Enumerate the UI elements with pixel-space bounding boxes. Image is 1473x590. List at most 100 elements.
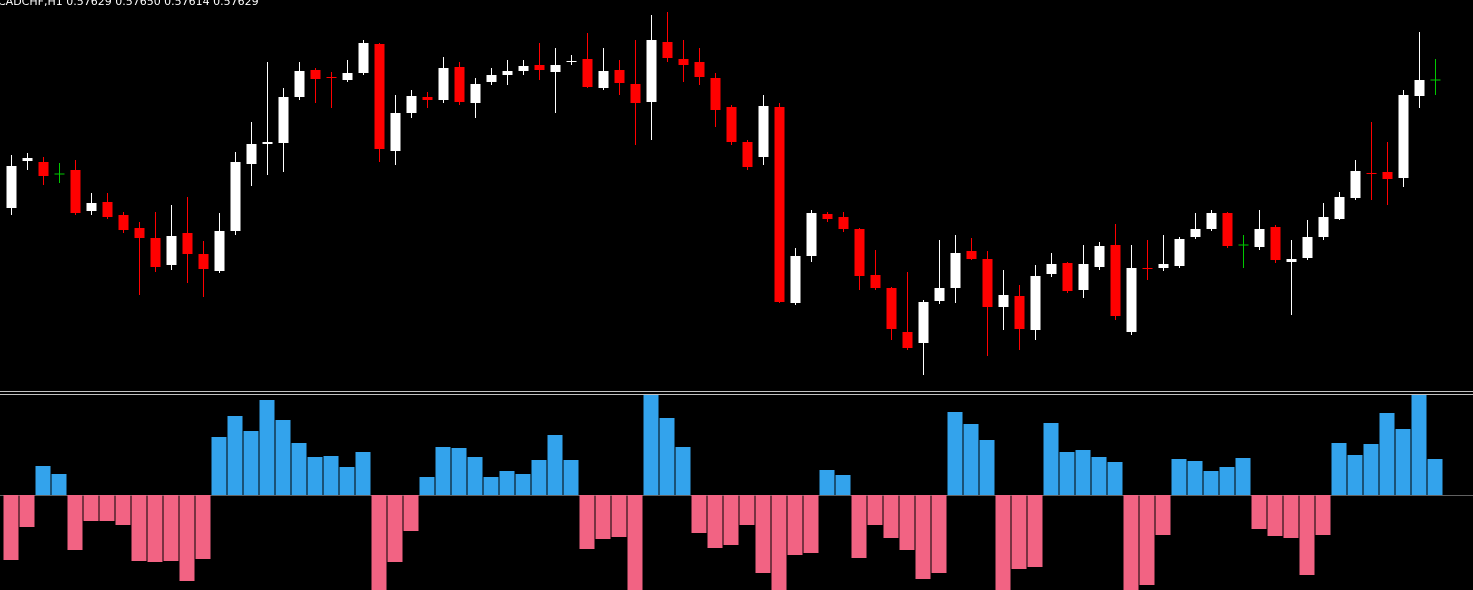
chart-title: CADCHF,H1 0.57629 0.57650 0.57614 0.5762… (0, 0, 259, 8)
candle-body (518, 66, 529, 71)
candle-body (406, 96, 417, 113)
histogram-bar (195, 495, 211, 559)
histogram-bar (147, 495, 163, 562)
candle-body (630, 84, 641, 103)
candle-body (662, 42, 673, 58)
candle-body (534, 65, 545, 70)
candle-body (934, 288, 945, 301)
candle-body (694, 62, 705, 77)
histogram-bar (3, 495, 19, 560)
candle-body (1014, 296, 1025, 329)
histogram-bar (1059, 452, 1075, 495)
histogram-bar (547, 435, 563, 495)
candle-body (278, 97, 289, 143)
histogram-bar (179, 495, 195, 581)
candle-body (70, 170, 81, 213)
histogram-bar (803, 495, 819, 553)
candle-body (6, 166, 17, 208)
candle-body (486, 75, 497, 82)
histogram-bar (883, 495, 899, 538)
candle-body (582, 59, 593, 87)
histogram-bar (755, 495, 771, 573)
histogram-bar (707, 495, 723, 548)
candle-body (1030, 276, 1041, 330)
candle-body (230, 162, 241, 231)
candle-body (678, 59, 689, 65)
candle-body (1222, 213, 1233, 246)
histogram-bar (819, 470, 835, 495)
histogram-bar (1075, 450, 1091, 495)
histogram-bar (275, 420, 291, 495)
histogram-bar (259, 400, 275, 495)
candle-body (1270, 227, 1281, 260)
candle-body (614, 70, 625, 83)
histogram-bar (675, 447, 691, 495)
candle-body (822, 214, 833, 219)
histogram-bar (1091, 457, 1107, 495)
candle-body (438, 68, 449, 100)
candle-body (262, 142, 273, 144)
candle-body (502, 71, 513, 75)
histogram-bar (691, 495, 707, 533)
histogram-bar (387, 495, 403, 562)
histogram-bar (243, 431, 259, 495)
candle-body (454, 67, 465, 102)
histogram-bar (1379, 413, 1395, 495)
candle-body (1190, 229, 1201, 237)
candle-body (358, 43, 369, 73)
histogram-bar (1027, 495, 1043, 567)
histogram-bar (419, 477, 435, 495)
histogram-bar (115, 495, 131, 525)
candle-body (902, 332, 913, 348)
candle-body (838, 217, 849, 229)
candle-body (246, 144, 257, 164)
candle-body (1142, 268, 1153, 269)
histogram-bar (83, 495, 99, 521)
candle-body (998, 295, 1009, 307)
candle-body (294, 71, 305, 97)
histogram-bar (35, 466, 51, 495)
histogram-bar (291, 443, 307, 495)
histogram-bar (995, 495, 1011, 590)
candle-body (310, 70, 321, 79)
candle-body (38, 162, 49, 176)
histogram-bar (739, 495, 755, 525)
histogram-bar (1427, 459, 1443, 495)
histogram-bar (19, 495, 35, 527)
histogram-bar (435, 447, 451, 495)
candle-body (214, 231, 225, 271)
histogram-bar (1235, 458, 1251, 495)
candle-body (422, 97, 433, 100)
histogram-bar (963, 424, 979, 495)
histogram-bar (323, 456, 339, 495)
candle-body (790, 256, 801, 303)
histogram-bar (531, 460, 547, 495)
histogram-bar (1331, 443, 1347, 495)
histogram-bar (499, 471, 515, 495)
histogram-bar (1011, 495, 1027, 569)
histogram-bar (371, 495, 387, 590)
histogram-bar (67, 495, 83, 550)
candle-body (390, 113, 401, 151)
candle-body (326, 77, 337, 78)
candle-body (598, 71, 609, 88)
candle-body (1302, 237, 1313, 258)
histogram-bar (643, 395, 659, 495)
histogram-bar (403, 495, 419, 531)
candle-body (1382, 172, 1393, 179)
candle-body (1318, 217, 1329, 237)
histogram-bar (163, 495, 179, 561)
candle-body (1366, 173, 1377, 174)
histogram-bar (99, 495, 115, 521)
candle-body (742, 142, 753, 167)
candle-body (918, 302, 929, 343)
candle-body (182, 233, 193, 254)
histogram-bar (899, 495, 915, 550)
candle-body (1334, 197, 1345, 219)
histogram-bar (1267, 495, 1283, 536)
candle-body (886, 288, 897, 329)
histogram-bar (339, 467, 355, 495)
candle-body (342, 73, 353, 80)
candle-body (1062, 263, 1073, 291)
